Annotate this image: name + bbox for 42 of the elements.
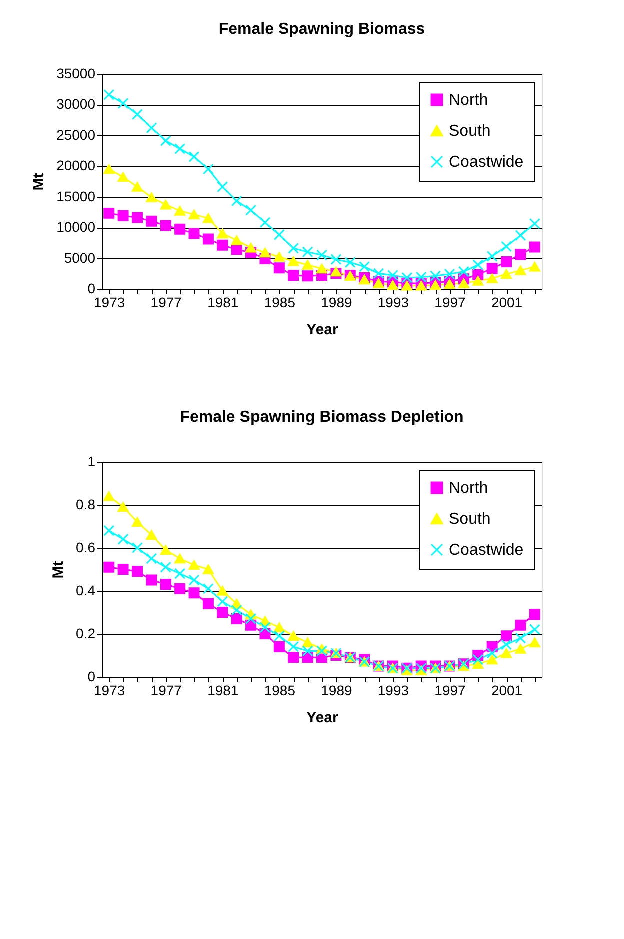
y-tick-label: 30000 <box>56 96 96 112</box>
x-tick-label: 1993 <box>378 682 410 698</box>
x-tick-label: 1973 <box>94 294 126 310</box>
y-tick-label: 1 <box>88 454 96 470</box>
x-tick-label: 1989 <box>321 682 352 698</box>
x-tick-label: 1985 <box>264 294 296 310</box>
legend-label: North <box>449 92 488 109</box>
legend-label: North <box>449 480 488 497</box>
x-tick-label: 1981 <box>208 682 239 698</box>
x-tick-label: 1985 <box>264 682 296 698</box>
x-tick-label: 1977 <box>150 294 182 310</box>
y-tick-label: 0 <box>88 668 96 684</box>
y-tick-label: 0.6 <box>76 540 96 556</box>
x-tick-label: 1997 <box>434 294 466 310</box>
x-tick-label: 2001 <box>491 294 523 310</box>
y-axis-title: Mt <box>50 561 68 579</box>
x-tick-label: 1989 <box>321 294 352 310</box>
x-tick-label: 1973 <box>94 682 126 698</box>
y-tick-label: 0.4 <box>76 582 96 598</box>
y-tick-label: 0 <box>88 280 96 296</box>
x-tick-label: 1977 <box>150 682 182 698</box>
y-tick-label: 5000 <box>64 250 96 266</box>
y-axis-title: Mt <box>30 173 48 191</box>
x-tick-label: 1997 <box>434 682 466 698</box>
y-tick-label: 15000 <box>56 188 96 204</box>
y-tick-label: 35000 <box>56 66 96 82</box>
legend-label: South <box>449 511 491 528</box>
x-tick-label: 2001 <box>491 682 523 698</box>
legend-label: South <box>449 123 491 140</box>
chart-title: Female Spawning Biomass Depletion <box>180 409 464 426</box>
y-tick-label: 25000 <box>56 126 96 143</box>
x-tick-label: 1993 <box>378 294 410 310</box>
legend-label: Coastwide <box>449 542 524 559</box>
x-axis-title: Year <box>306 322 339 338</box>
y-tick-label: 0.2 <box>76 626 96 642</box>
x-tick-label: 1981 <box>208 294 239 310</box>
y-tick-label: 20000 <box>56 158 96 174</box>
chart-title: Female Spawning Biomass <box>218 21 426 38</box>
y-tick-label: 10000 <box>56 219 96 236</box>
x-axis-title: Year <box>306 710 339 726</box>
legend-label: Coastwide <box>449 154 524 171</box>
y-tick-label: 0.8 <box>76 496 96 512</box>
